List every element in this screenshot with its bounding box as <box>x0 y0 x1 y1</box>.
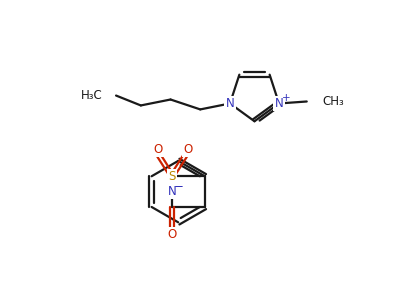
Text: O: O <box>183 143 192 156</box>
Text: O: O <box>154 143 163 156</box>
Text: CH₃: CH₃ <box>322 95 344 108</box>
Text: S: S <box>168 170 176 183</box>
Text: +: + <box>282 92 290 103</box>
Text: O: O <box>168 228 177 241</box>
Text: N: N <box>275 97 283 110</box>
Text: H₃C: H₃C <box>80 89 102 102</box>
Text: N: N <box>226 97 234 110</box>
Text: −: − <box>174 180 184 193</box>
Text: N: N <box>168 185 176 198</box>
